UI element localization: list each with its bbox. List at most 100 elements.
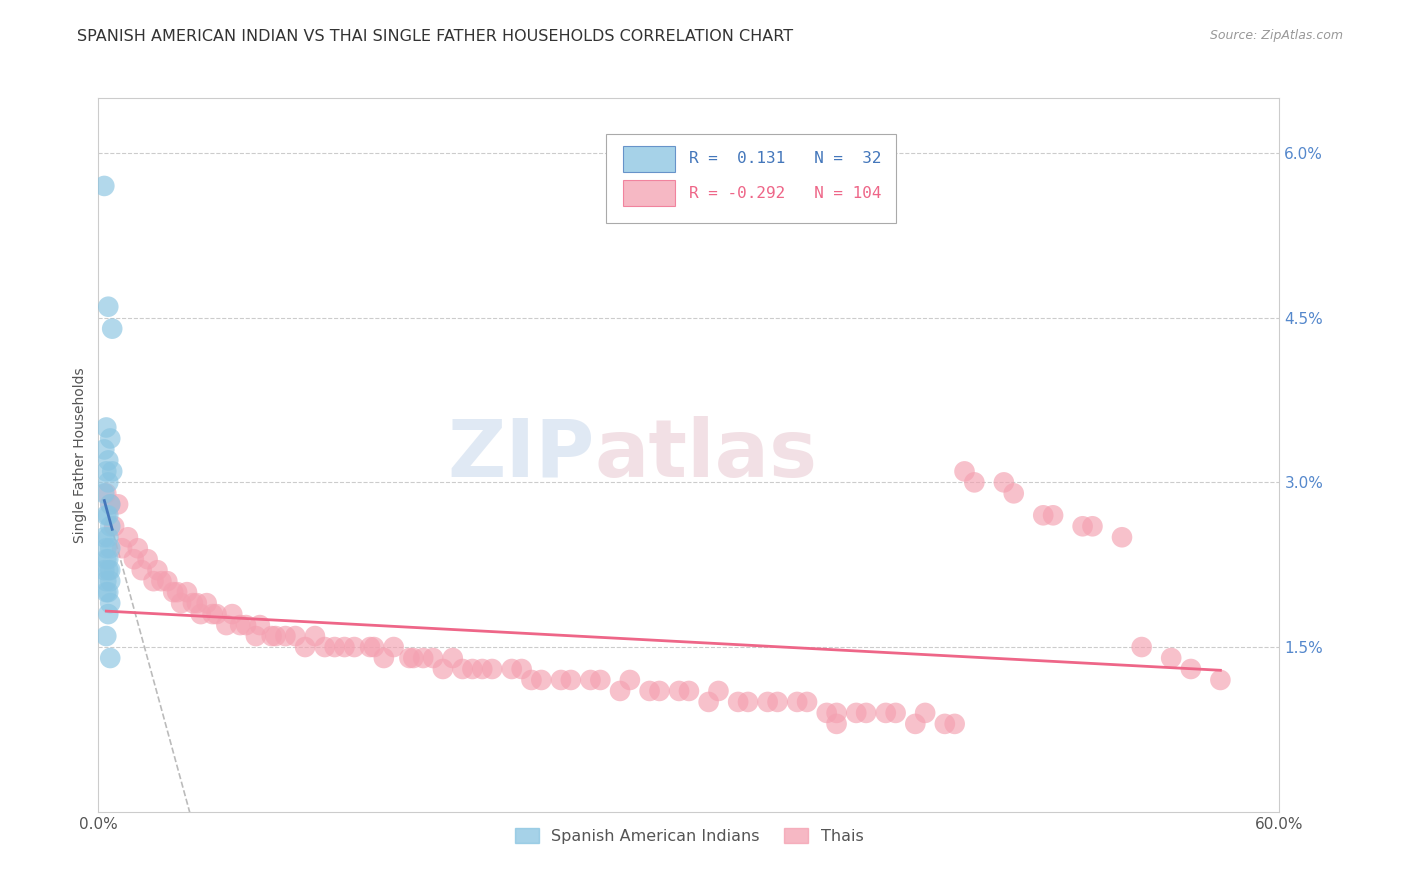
- Spanish American Indians: [98, 497, 121, 511]
- Thais: [215, 618, 238, 632]
- Thais: [963, 475, 986, 490]
- Thais: [274, 629, 297, 643]
- Thais: [314, 640, 336, 654]
- Thais: [697, 695, 720, 709]
- Thais: [943, 717, 966, 731]
- Thais: [176, 585, 198, 599]
- Thais: [195, 596, 218, 610]
- Thais: [1081, 519, 1104, 533]
- Thais: [127, 541, 149, 556]
- Spanish American Indians: [96, 629, 118, 643]
- Thais: [668, 684, 690, 698]
- Spanish American Indians: [93, 178, 115, 193]
- Thais: [1180, 662, 1202, 676]
- Thais: [190, 607, 212, 621]
- Thais: [530, 673, 553, 687]
- Thais: [96, 486, 118, 500]
- Thais: [402, 651, 425, 665]
- Spanish American Indians: [97, 607, 120, 621]
- Thais: [181, 596, 204, 610]
- Spanish American Indians: [93, 442, 115, 457]
- Thais: [136, 552, 159, 566]
- Thais: [953, 464, 976, 478]
- Thais: [142, 574, 165, 589]
- Thais: [146, 563, 169, 577]
- Spanish American Indians: [97, 585, 120, 599]
- Thais: [1071, 519, 1094, 533]
- Spanish American Indians: [96, 585, 118, 599]
- Thais: [845, 706, 868, 720]
- Thais: [451, 662, 474, 676]
- Text: atlas: atlas: [595, 416, 817, 494]
- Spanish American Indians: [98, 574, 121, 589]
- Thais: [579, 673, 602, 687]
- Thais: [678, 684, 700, 698]
- Spanish American Indians: [96, 420, 118, 434]
- Thais: [855, 706, 877, 720]
- Thais: [294, 640, 316, 654]
- Thais: [205, 607, 228, 621]
- Thais: [520, 673, 543, 687]
- Text: R = -0.292   N = 104: R = -0.292 N = 104: [689, 186, 882, 201]
- Thais: [510, 662, 533, 676]
- Legend: Spanish American Indians, Thais: Spanish American Indians, Thais: [508, 822, 870, 850]
- Spanish American Indians: [96, 574, 118, 589]
- Spanish American Indians: [93, 530, 115, 544]
- Thais: [1160, 651, 1182, 665]
- Spanish American Indians: [97, 530, 120, 544]
- Thais: [993, 475, 1015, 490]
- Spanish American Indians: [101, 321, 124, 335]
- Thais: [914, 706, 936, 720]
- Spanish American Indians: [98, 541, 121, 556]
- FancyBboxPatch shape: [623, 146, 675, 171]
- Thais: [727, 695, 749, 709]
- Spanish American Indians: [97, 453, 120, 467]
- Spanish American Indians: [98, 596, 121, 610]
- Thais: [229, 618, 252, 632]
- Spanish American Indians: [98, 651, 121, 665]
- Text: Source: ZipAtlas.com: Source: ZipAtlas.com: [1209, 29, 1343, 42]
- Thais: [756, 695, 779, 709]
- Spanish American Indians: [96, 508, 118, 523]
- Y-axis label: Single Father Households: Single Father Households: [73, 368, 87, 542]
- Thais: [162, 585, 184, 599]
- Thais: [422, 651, 444, 665]
- Thais: [264, 629, 287, 643]
- FancyBboxPatch shape: [623, 180, 675, 206]
- Thais: [343, 640, 366, 654]
- Spanish American Indians: [96, 464, 118, 478]
- Spanish American Indians: [96, 541, 118, 556]
- FancyBboxPatch shape: [606, 134, 896, 223]
- Spanish American Indians: [98, 563, 121, 577]
- Thais: [412, 651, 434, 665]
- Spanish American Indians: [97, 508, 120, 523]
- Thais: [904, 717, 927, 731]
- Text: SPANISH AMERICAN INDIAN VS THAI SINGLE FATHER HOUSEHOLDS CORRELATION CHART: SPANISH AMERICAN INDIAN VS THAI SINGLE F…: [77, 29, 793, 44]
- Text: ZIP: ZIP: [447, 416, 595, 494]
- Thais: [796, 695, 818, 709]
- Thais: [398, 651, 420, 665]
- Thais: [117, 530, 139, 544]
- Thais: [1130, 640, 1153, 654]
- Thais: [103, 519, 125, 533]
- Thais: [815, 706, 838, 720]
- Thais: [825, 706, 848, 720]
- Thais: [619, 673, 641, 687]
- Thais: [166, 585, 188, 599]
- Thais: [1002, 486, 1025, 500]
- Thais: [589, 673, 612, 687]
- Thais: [359, 640, 381, 654]
- Thais: [131, 563, 153, 577]
- Thais: [934, 717, 956, 731]
- Spanish American Indians: [97, 300, 120, 314]
- Thais: [249, 618, 271, 632]
- Thais: [333, 640, 356, 654]
- Text: R =  0.131   N =  32: R = 0.131 N = 32: [689, 152, 882, 166]
- Thais: [471, 662, 494, 676]
- Thais: [235, 618, 257, 632]
- Thais: [382, 640, 405, 654]
- Thais: [441, 651, 464, 665]
- Thais: [648, 684, 671, 698]
- Thais: [1042, 508, 1064, 523]
- Thais: [461, 662, 484, 676]
